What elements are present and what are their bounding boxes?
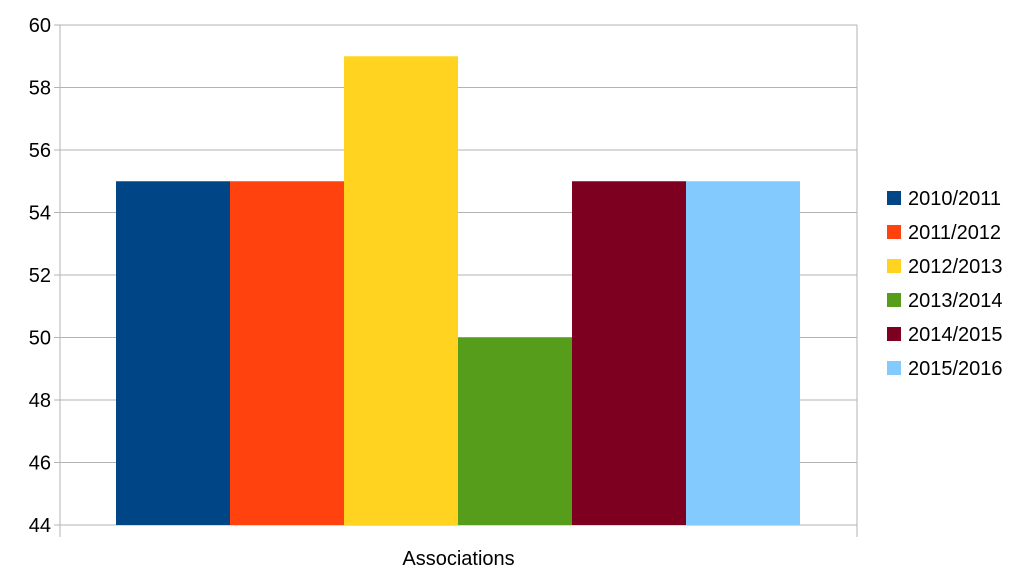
bar-2013-2014 xyxy=(458,337,572,525)
y-tick-label-52: 52 xyxy=(29,265,51,287)
axes: 44 46 48 50 52 54 56 58 60 Associations xyxy=(29,15,515,570)
y-tick-label-54: 54 xyxy=(29,203,51,225)
bar-2010-2011 xyxy=(116,181,230,525)
y-tick-label-48: 48 xyxy=(29,390,51,412)
legend-label-2011-2012: 2011/2012 xyxy=(908,222,1001,244)
legend-swatch-2012-2013 xyxy=(887,259,901,273)
legend-label-2012-2013: 2012/2013 xyxy=(908,256,1003,278)
legend-swatch-2015-2016 xyxy=(887,361,901,375)
legend-label-2013-2014: 2013/2014 xyxy=(908,290,1003,312)
legend-label-2015-2016: 2015/2016 xyxy=(908,358,1003,380)
y-tick-label-60: 60 xyxy=(29,15,51,37)
bars xyxy=(116,56,800,525)
legend: 2010/2011 2011/2012 2012/2013 2013/2014 2014… xyxy=(887,188,1003,380)
legend-swatch-2013-2014 xyxy=(887,293,901,307)
y-tick-label-56: 56 xyxy=(29,140,51,162)
bar-2015-2016 xyxy=(686,181,800,525)
bar-2012-2013 xyxy=(344,56,458,525)
y-tick-label-58: 58 xyxy=(29,78,51,100)
legend-swatch-2010-2011 xyxy=(887,191,901,205)
y-tick-label-50: 50 xyxy=(29,328,51,350)
legend-label-2010-2011: 2010/2011 xyxy=(908,188,1001,210)
x-category-label: Associations xyxy=(402,548,514,570)
legend-swatch-2011-2012 xyxy=(887,225,901,239)
bar-2011-2012 xyxy=(230,181,344,525)
legend-label-2014-2015: 2014/2015 xyxy=(908,324,1003,346)
y-tick-label-46: 46 xyxy=(29,453,51,475)
y-tick-label-44: 44 xyxy=(29,515,51,537)
bar-2014-2015 xyxy=(572,181,686,525)
legend-swatch-2014-2015 xyxy=(887,327,901,341)
